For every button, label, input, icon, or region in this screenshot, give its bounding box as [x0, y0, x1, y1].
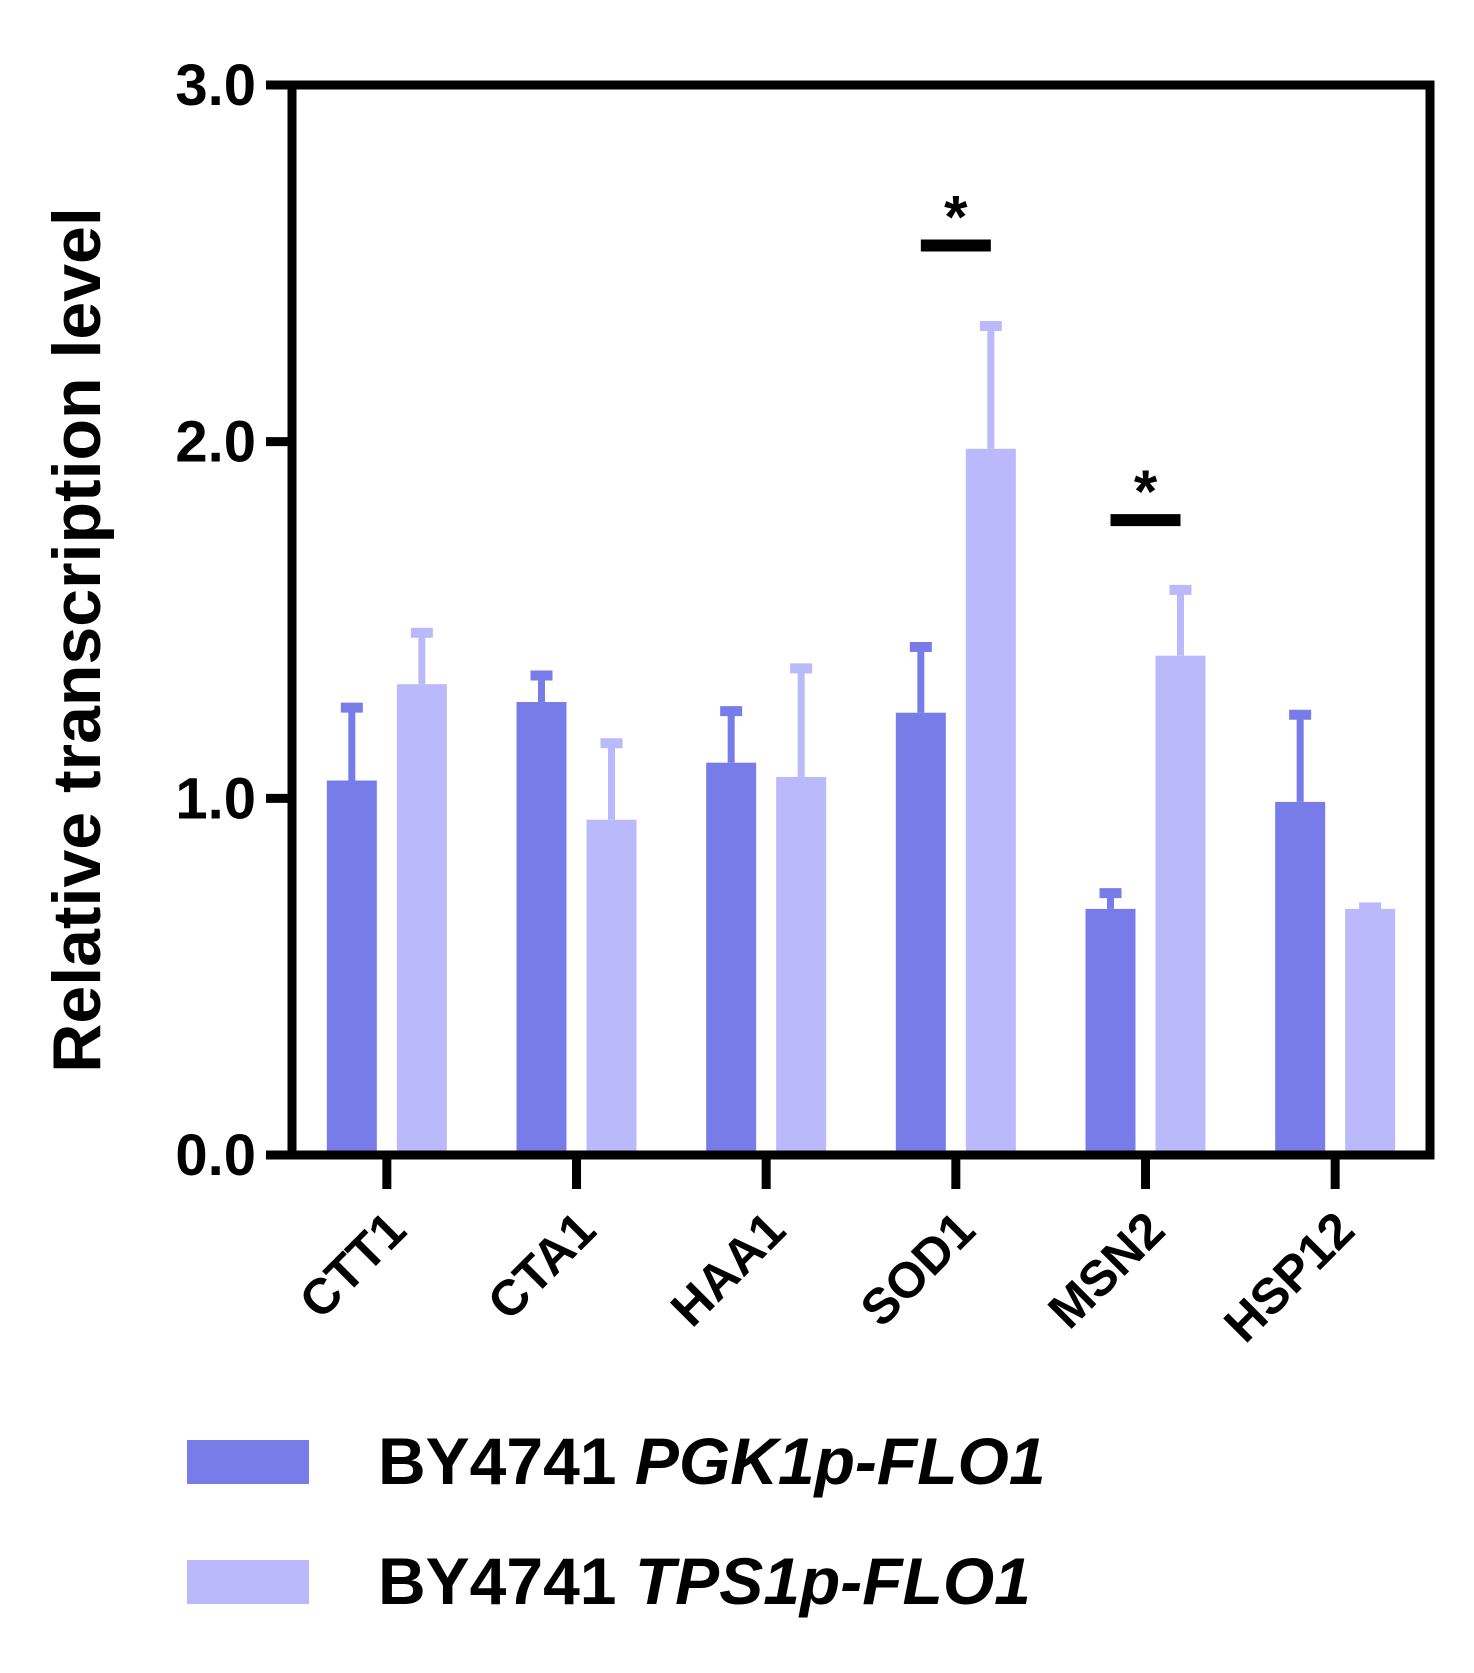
significance-star-msn2: * [1134, 458, 1158, 525]
significance-star-sod1: * [944, 184, 968, 251]
legend-swatch-series-1 [187, 1440, 309, 1484]
axes-group: 0.0 1.0 2.0 3.0 Relative transcription level… [39, 53, 1435, 1353]
x-tick-label: HAA1 [660, 1201, 796, 1337]
bar-hsp12-series-1 [1275, 801, 1326, 1155]
y-tick-label: 1.0 [175, 766, 256, 831]
bar-msn2-series-2 [1155, 655, 1206, 1155]
y-tick-label: 2.0 [175, 410, 256, 475]
bar-sod1-series-2 [965, 448, 1016, 1155]
x-tick-label: CTT1 [289, 1201, 417, 1329]
x-tick-label: MSN2 [1037, 1201, 1175, 1339]
legend-label-strain: TPS1p-FLO1 [635, 1544, 1031, 1618]
bar-ctt1-series-1 [326, 780, 377, 1155]
legend-label-prefix: BY4741 [378, 1544, 635, 1618]
bar-ctt1-series-2 [396, 684, 447, 1155]
bar-haa1-series-2 [776, 776, 827, 1155]
legend-label-series-1: BY4741 PGK1p-FLO1 [378, 1424, 1046, 1498]
legend-label-strain: PGK1p-FLO1 [635, 1424, 1046, 1498]
bar-cta1-series-2 [586, 819, 637, 1155]
legend-swatch-series-2 [187, 1560, 309, 1604]
bar-haa1-series-1 [706, 762, 757, 1155]
legend-label-series-2: BY4741 TPS1p-FLO1 [378, 1544, 1031, 1618]
bar-cta1-series-1 [516, 702, 567, 1155]
x-tick-label: HSP12 [1213, 1201, 1365, 1353]
plot-frame [287, 80, 1435, 1160]
bars-group [326, 320, 1396, 1155]
y-axis-title: Relative transcription level [39, 207, 115, 1072]
bar-sod1-series-1 [895, 712, 946, 1155]
bar-msn2-series-1 [1085, 908, 1136, 1155]
y-tick-label: 0.0 [175, 1123, 256, 1188]
significance-group: ** [920, 184, 1181, 527]
y-tick-label: 3.0 [175, 53, 256, 118]
bar-hsp12-series-2 [1345, 908, 1396, 1155]
x-tick-label: CTA1 [477, 1201, 606, 1330]
x-tick-label: SOD1 [850, 1201, 986, 1337]
legend-label-prefix: BY4741 [378, 1424, 635, 1498]
